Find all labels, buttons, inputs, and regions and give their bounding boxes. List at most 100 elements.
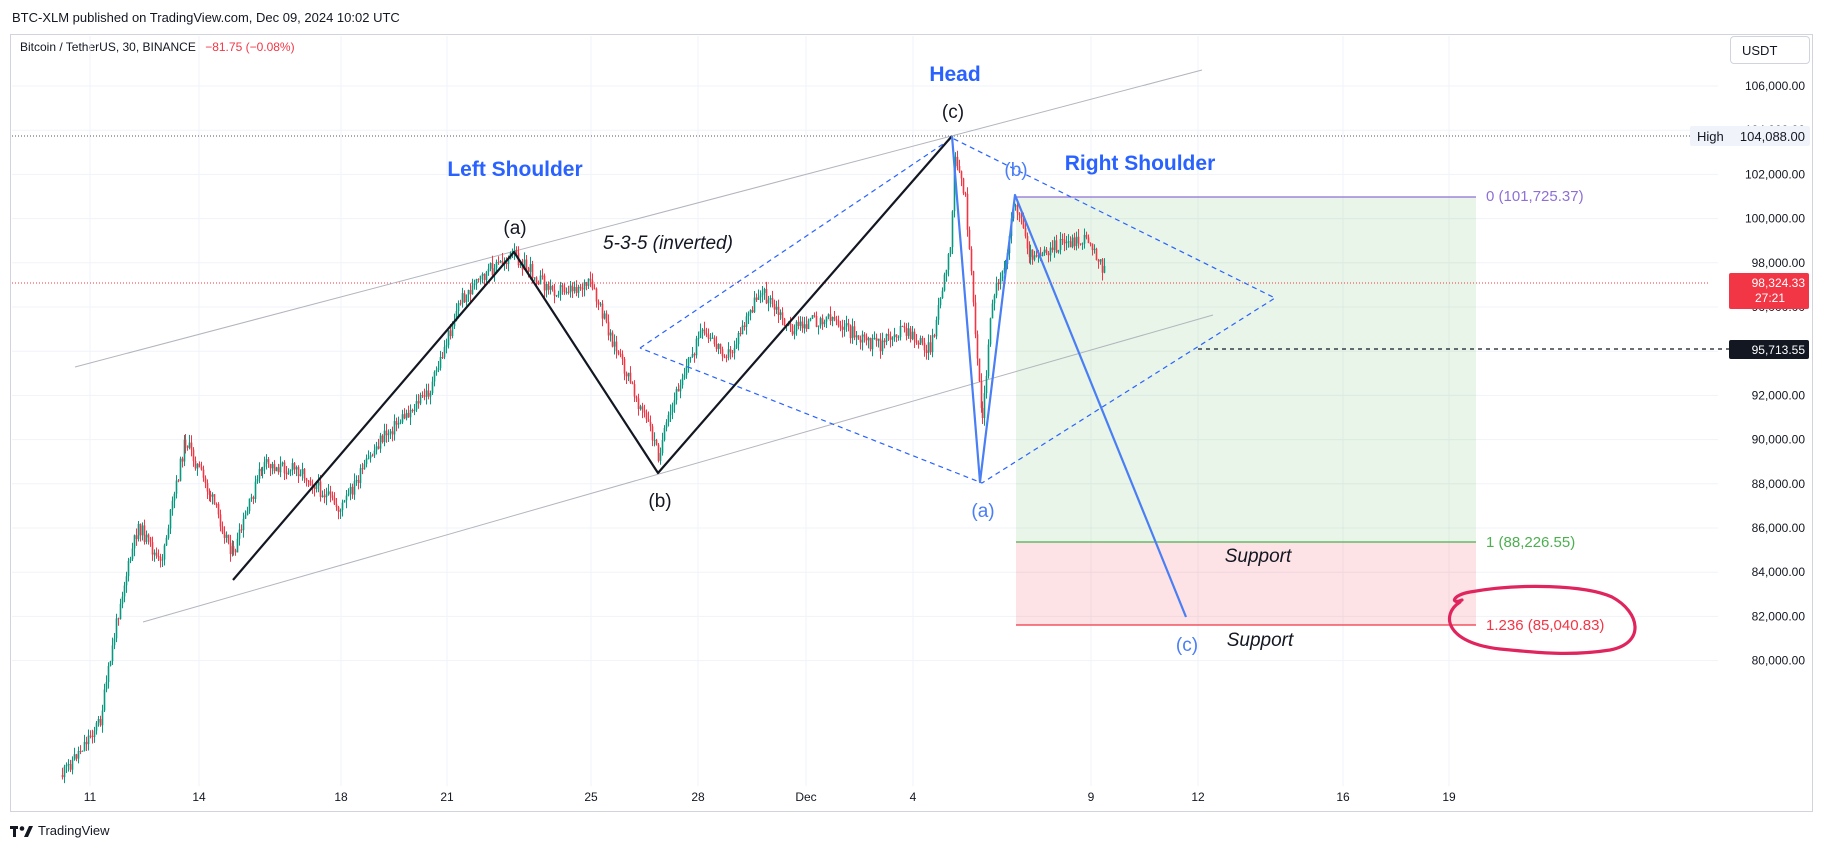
candle-body (625, 373, 628, 377)
time-tick-label: 9 (1088, 790, 1095, 804)
candle-body (639, 406, 642, 409)
candle-body (769, 298, 772, 300)
candle-body (543, 275, 546, 291)
candle-body (667, 415, 670, 423)
candle-body (911, 331, 914, 339)
candle-body (559, 285, 562, 295)
wave-path-blue[interactable] (950, 135, 1188, 618)
candle-body (367, 458, 370, 460)
candle-body (583, 282, 586, 290)
candle-body (229, 542, 232, 555)
candle-body (127, 560, 130, 577)
candle-body (817, 325, 820, 327)
candle-body (421, 395, 424, 397)
candle-body (1047, 253, 1050, 256)
tradingview-brand[interactable]: TradingView (10, 823, 110, 838)
label-pattern[interactable]: 5-3-5 (inverted) (603, 233, 733, 254)
price-tick-label: 106,000.00 (1745, 79, 1805, 93)
candle-body (741, 325, 744, 335)
candle-body (1022, 218, 1025, 228)
channel-upper-line[interactable] (74, 69, 1203, 368)
candle-body (267, 459, 270, 464)
candle-body (113, 638, 116, 646)
symbol-name: Bitcoin / TetherUS, 30, BINANCE (20, 40, 196, 54)
candle-body (467, 289, 470, 295)
candle-body (645, 412, 648, 420)
candle-body (1097, 260, 1100, 262)
candle-body (655, 439, 658, 445)
wave-path-black[interactable] (232, 135, 953, 581)
label-wave-c-head[interactable]: (c) (942, 102, 964, 123)
candle-body (65, 764, 68, 767)
candle-body (246, 511, 249, 516)
candle-body (723, 356, 726, 358)
candle-body (819, 318, 822, 326)
label-wave-c-right[interactable]: (c) (1176, 635, 1198, 656)
candle-body (739, 333, 742, 335)
candle-body (763, 289, 766, 293)
candle-body (571, 285, 574, 292)
candle-body (837, 320, 840, 326)
label-wave-b-left[interactable]: (b) (648, 491, 671, 512)
tradingview-logo-icon (10, 825, 33, 837)
marker-price-badge: 95,713.55 (1729, 340, 1809, 359)
label-support-lower[interactable]: Support (1227, 630, 1294, 651)
candle-body (695, 338, 698, 356)
candle-body (307, 480, 310, 482)
candle-body (557, 294, 560, 296)
symbol-legend[interactable]: Bitcoin / TetherUS, 30, BINANCE −81.75 (… (20, 40, 295, 54)
candle-body (1071, 237, 1074, 248)
time-tick-label: Dec (795, 790, 816, 804)
candle-body (135, 535, 138, 540)
label-head[interactable]: Head (929, 63, 980, 86)
candle-body (1024, 227, 1027, 237)
candle-body (137, 523, 140, 540)
label-left-shoulder[interactable]: Left Shoulder (447, 158, 582, 181)
candle-body (835, 319, 838, 321)
candle-body (139, 523, 142, 536)
candle-body (623, 359, 626, 374)
label-wave-a-left[interactable]: (a) (503, 218, 526, 239)
currency-button[interactable]: USDT (1730, 36, 1810, 64)
candle-body (349, 486, 352, 494)
candle-body (811, 315, 814, 319)
time-tick-label: 21 (440, 790, 454, 804)
candle-body (976, 334, 979, 359)
candle-body (423, 395, 426, 397)
candle-body (999, 278, 1002, 285)
candle-body (361, 468, 364, 470)
candle-body (1063, 239, 1066, 244)
label-support-upper[interactable]: Support (1225, 546, 1292, 567)
price-axis[interactable]: 106,000.00104,000.00102,000.00100,000.00… (1745, 79, 1805, 668)
time-tick-label: 11 (84, 790, 97, 804)
candle-body (1028, 248, 1031, 257)
candle-body (691, 354, 694, 357)
time-axis[interactable]: 11 14 18 21 25 28 Dec 4 9 12 16 19 (84, 790, 1456, 804)
candle-body (131, 548, 134, 559)
candle-body (747, 313, 750, 317)
candle-body (729, 349, 732, 353)
label-wave-b-right[interactable]: (b) (1004, 160, 1027, 181)
candle-body (75, 754, 78, 759)
candle-body (941, 290, 944, 299)
candle-body (236, 538, 239, 553)
candle-body (283, 462, 286, 474)
label-right-shoulder[interactable]: Right Shoulder (1065, 152, 1216, 175)
candle-body (217, 504, 220, 515)
candle-body (909, 328, 912, 339)
candle-body (141, 525, 144, 536)
candle-body (258, 468, 261, 479)
candle-body (783, 318, 786, 326)
candle-body (1053, 240, 1056, 251)
channel-lower-line[interactable] (142, 314, 1214, 623)
candle-body (335, 504, 338, 508)
candle-body (869, 338, 872, 350)
high-value: 104,088.00 (1740, 129, 1805, 144)
candle-body (883, 340, 886, 343)
candle-body (495, 261, 498, 269)
label-wave-a-right[interactable]: (a) (971, 501, 994, 522)
candle-body (285, 473, 288, 475)
price-tick-label: 102,000.00 (1745, 167, 1805, 181)
candle-body (671, 405, 674, 413)
